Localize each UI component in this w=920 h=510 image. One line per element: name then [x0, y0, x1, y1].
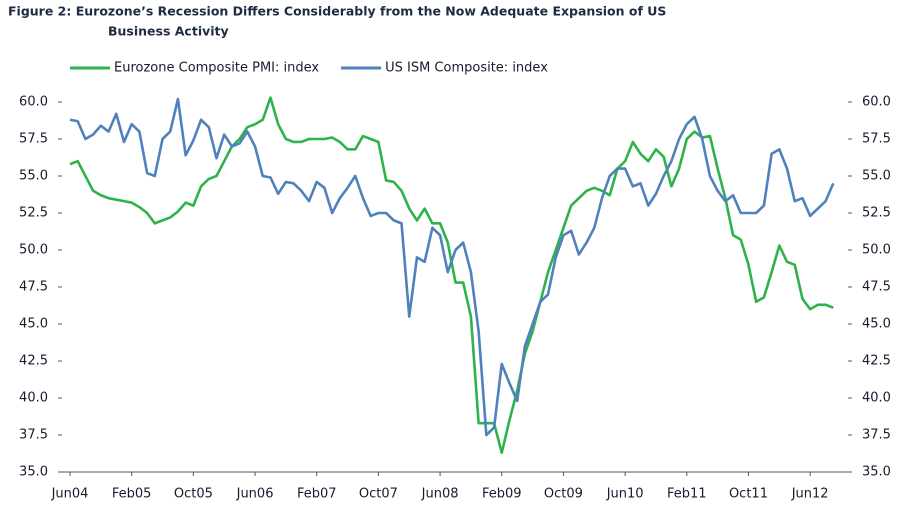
y2-tick-label: 37.5	[862, 428, 891, 443]
y-tick-label: 47.5	[19, 280, 48, 295]
y2-tick-label: 60.0	[862, 95, 891, 110]
legend-label: US ISM Composite: index	[385, 61, 548, 76]
chart-title: Figure 2: Eurozone’s Recession Differs C…	[8, 4, 666, 19]
y2-tick-label: 55.0	[862, 169, 891, 184]
x-tick-label: Feb07	[297, 487, 337, 502]
x-tick-label: Jun08	[421, 487, 459, 502]
y-tick-label: 50.0	[19, 243, 48, 258]
x-tick-label: Jun10	[606, 487, 644, 502]
chart-title: Business Activity	[108, 24, 229, 39]
y-tick-label: 57.5	[19, 132, 48, 147]
x-tick-label: Feb11	[667, 487, 707, 502]
x-tick-label: Feb09	[482, 487, 522, 502]
series-line	[69, 97, 835, 437]
y-tick-label: 60.0	[19, 95, 48, 110]
y2-tick-label: 52.5	[862, 206, 891, 221]
y-tick-label: 40.0	[19, 391, 48, 406]
x-tick-label: Oct09	[544, 487, 583, 502]
y2-tick-label: 35.0	[862, 465, 891, 480]
y-tick-label: 55.0	[19, 169, 48, 184]
x-tick-label: Jun04	[51, 487, 89, 502]
x-tick-label: Jun12	[791, 487, 829, 502]
x-tick-label: Oct07	[359, 487, 398, 502]
y-tick-label: 35.0	[19, 465, 48, 480]
y2-tick-label: 45.0	[862, 317, 891, 332]
x-tick-label: Oct11	[729, 487, 768, 502]
x-tick-label: Feb05	[112, 487, 152, 502]
y2-tick-label: 42.5	[862, 354, 891, 369]
y-tick-label: 52.5	[19, 206, 48, 221]
y-tick-label: 42.5	[19, 354, 48, 369]
y2-tick-label: 40.0	[862, 391, 891, 406]
y2-tick-label: 50.0	[862, 243, 891, 258]
y-tick-label: 45.0	[19, 317, 48, 332]
y-tick-label: 37.5	[19, 428, 48, 443]
y2-tick-label: 57.5	[862, 132, 891, 147]
x-tick-label: Oct05	[174, 487, 213, 502]
x-tick-label: Jun06	[236, 487, 274, 502]
y2-tick-label: 47.5	[862, 280, 891, 295]
legend-label: Eurozone Composite PMI: index	[114, 61, 319, 76]
